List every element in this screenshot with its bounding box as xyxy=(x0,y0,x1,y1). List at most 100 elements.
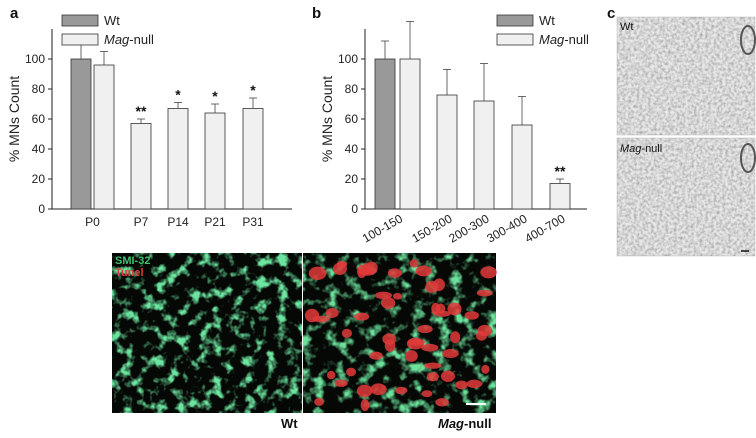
panel-b-legend-label-wt: Wt xyxy=(539,13,555,28)
panel-b-x-tick-label: 100-150 xyxy=(360,211,405,245)
tunel-nucleus xyxy=(346,367,357,377)
tunel-nucleus xyxy=(314,397,325,406)
panel-a-x-tick-label: P14 xyxy=(167,215,189,229)
panel-a-y-axis-label: % MNs Count xyxy=(6,76,22,162)
panel-a-y-tick-label: 40 xyxy=(32,142,46,156)
panel-b-bar-200-300-mag-null xyxy=(473,100,495,210)
panel-a-bar-P14-mag-null xyxy=(167,108,189,210)
tunel-nucleus xyxy=(360,399,370,412)
tunel-nucleus xyxy=(387,268,402,278)
tunel-nucleus xyxy=(325,307,339,319)
caption-wt: Wt xyxy=(281,416,298,431)
fluorescence-wt-texture xyxy=(112,253,302,413)
panel-letter-c: c xyxy=(607,5,615,22)
panel-a-y-tick-label: 20 xyxy=(32,172,46,186)
tunel-nucleus xyxy=(417,324,433,334)
stain-label-smi32: SMI-32 xyxy=(115,255,150,267)
micrograph-mag-null-texture xyxy=(617,138,755,256)
chart-panel-b: 0 20 40 60 80 100% MNs Count ** 100-150 150-2002… xyxy=(319,13,589,246)
tunel-nucleus xyxy=(354,312,370,321)
tunel-nucleus xyxy=(424,362,442,369)
panel-b-x-tick-label: 150-200 xyxy=(409,211,454,245)
tunel-nucleus xyxy=(304,308,320,323)
panel-a-y-tick-label: 80 xyxy=(32,82,46,96)
panel-b-bar-100-150-mag-null xyxy=(399,58,421,210)
caption-mag-null: Mag-null xyxy=(438,416,491,431)
panel-b-bar-150-200-mag-null xyxy=(436,94,458,210)
tunel-nucleus xyxy=(455,380,468,390)
tunel-nucleus xyxy=(435,398,449,407)
tunel-nucleus xyxy=(392,292,403,300)
panel-a-y-tick-label: 0 xyxy=(38,202,45,216)
tunel-nucleus xyxy=(481,364,490,374)
panel-a-x-tick-label: P21 xyxy=(204,215,226,229)
tunel-nucleus xyxy=(450,331,461,344)
panel-a-x-tick-label: P7 xyxy=(134,215,149,229)
panel-b-legend-swatch-wt xyxy=(496,14,534,27)
panel-a-significance-mark: * xyxy=(250,82,256,98)
tunel-nucleus xyxy=(341,328,352,338)
tunel-nucleus xyxy=(447,302,462,316)
panel-b-y-tick-label: 20 xyxy=(345,172,359,186)
panel-a-significance-mark: * xyxy=(175,87,181,103)
tunel-nucleus xyxy=(421,390,433,398)
panel-a-legend-label-mag-null: Mag-null xyxy=(104,32,154,47)
tunel-nucleus xyxy=(380,297,396,309)
tunel-nucleus xyxy=(356,384,373,398)
tunel-nucleus xyxy=(431,302,441,315)
panel-b-bar-100-150-wt xyxy=(374,58,396,210)
tunel-nucleus xyxy=(477,324,493,337)
panel-b-x-tick-label: 200-300 xyxy=(446,211,491,245)
panel-a-bar-P21-mag-null xyxy=(204,112,226,210)
panel-b-significance-mark: ** xyxy=(555,163,566,179)
panel-a-bar-P7-mag-null xyxy=(130,123,152,210)
panel-a-x-tick-label: P31 xyxy=(242,215,264,229)
tunel-nucleus xyxy=(370,383,387,396)
panel-a-bar-P0-mag-null xyxy=(93,64,115,210)
panel-b-y-tick-label: 100 xyxy=(338,52,358,66)
panel-b-y-tick-label: 40 xyxy=(345,142,359,156)
tunel-nucleus xyxy=(362,263,372,275)
tunel-nucleus xyxy=(326,370,336,380)
panel-letter-a: a xyxy=(10,5,19,22)
panel-a-legend-label-wt: Wt xyxy=(104,13,120,28)
tunel-nucleus xyxy=(421,343,439,352)
tunel-nucleus xyxy=(395,386,408,395)
tunel-nucleus xyxy=(382,333,397,345)
tunel-nucleus xyxy=(425,280,439,293)
tunel-nuclei xyxy=(304,259,497,412)
panel-b-x-tick-label: 300-400 xyxy=(484,211,529,245)
micrograph-label-wt: Wt xyxy=(620,21,633,33)
tunel-nucleus xyxy=(476,289,493,297)
tunel-nucleus xyxy=(442,349,459,359)
tunel-nucleus xyxy=(308,266,327,280)
panel-letter-b: b xyxy=(312,5,321,22)
tunel-nucleus xyxy=(440,370,455,382)
tunel-nucleus xyxy=(464,311,480,320)
tunel-nucleus xyxy=(426,372,439,382)
panel-b-bar-400-700-mag-null xyxy=(549,183,571,210)
panel-a-y-tick-label: 100 xyxy=(25,52,45,66)
panel-a-x-tick-label: P0 xyxy=(85,215,100,229)
panel-b-y-axis-label: % MNs Count xyxy=(319,76,335,162)
panel-b-y-tick-label: 0 xyxy=(351,202,358,216)
panel-b-legend-swatch-mag-null xyxy=(496,33,534,46)
panel-b-x-tick-label: 400-700 xyxy=(522,211,567,245)
micrograph-wt-texture xyxy=(617,17,755,135)
tunel-nucleus xyxy=(409,259,419,268)
panel-a-legend-swatch-mag-null xyxy=(61,33,99,46)
micrograph-panel-c: Wt Mag-null xyxy=(616,16,756,257)
panel-b-bar-300-400-mag-null xyxy=(511,124,533,210)
panel-b-y-tick-label: 80 xyxy=(345,82,359,96)
tunel-nucleus xyxy=(466,379,483,389)
tunel-nucleus xyxy=(415,265,433,277)
fluorescence-panel-d: SMI-32 Tunel Wt Mag-null xyxy=(112,253,497,431)
tunel-nucleus xyxy=(336,260,348,268)
panel-a-y-tick-label: 60 xyxy=(32,112,46,126)
tunel-nucleus xyxy=(369,351,383,360)
central-canal-bottom xyxy=(740,143,756,173)
panel-b-legend-label-mag-null: Mag-null xyxy=(539,32,589,47)
panel-a-bar-P0-wt xyxy=(70,58,92,210)
